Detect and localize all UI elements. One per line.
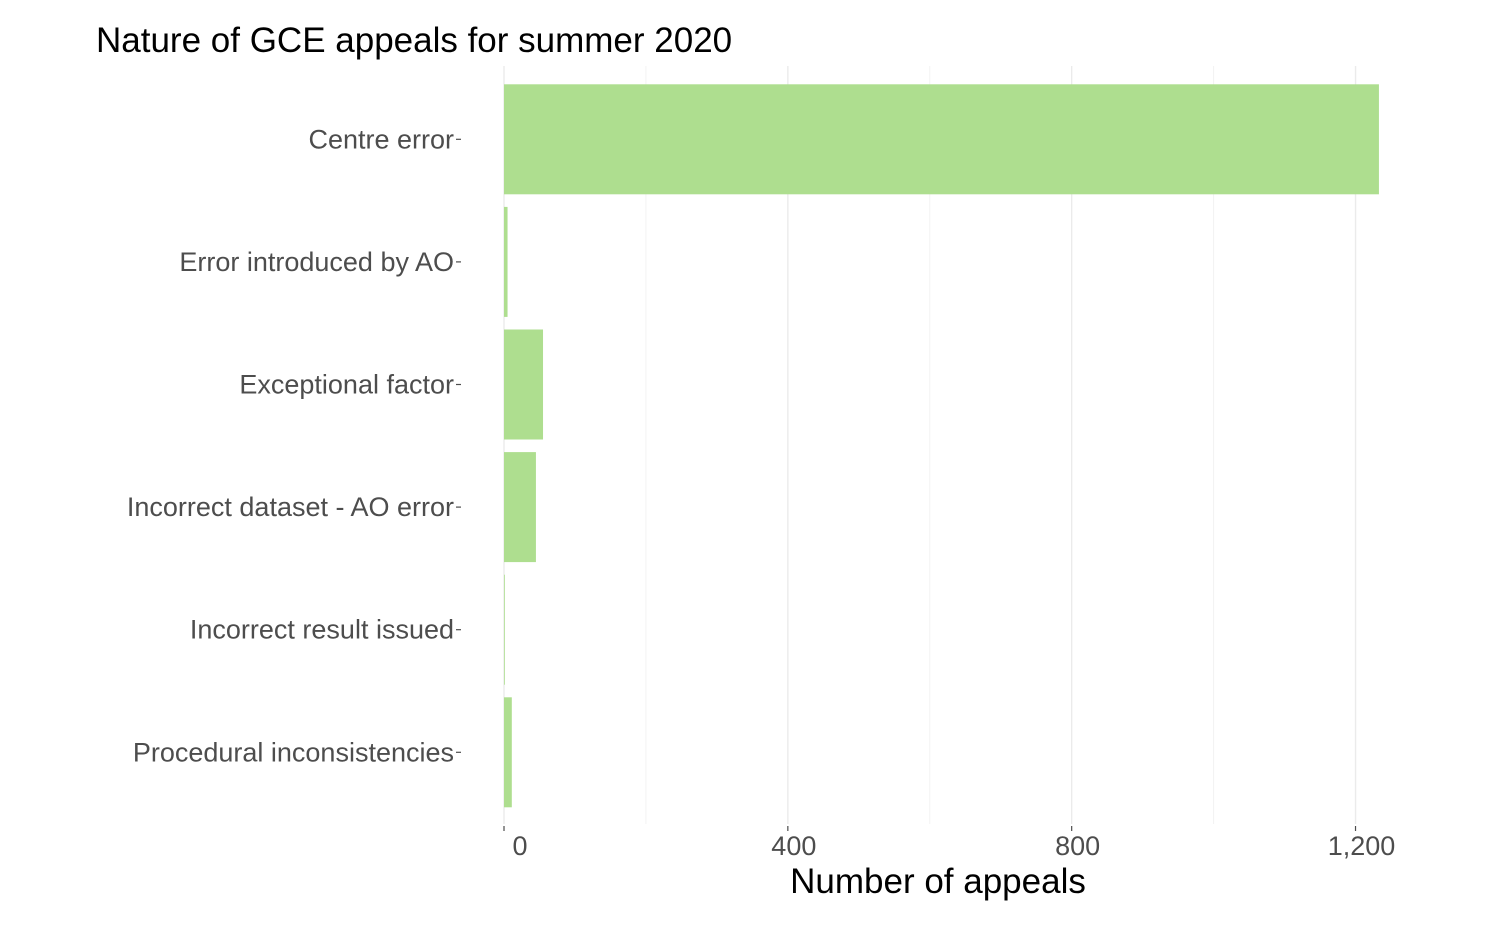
chart-title: Nature of GCE appeals for summer 2020	[96, 21, 732, 60]
bar	[504, 206, 508, 317]
x-tick-label: 0	[512, 831, 527, 861]
x-tick-label: 800	[1055, 831, 1100, 861]
x-tick-label: 1,200	[1328, 831, 1396, 861]
bars	[504, 84, 1379, 808]
bar	[504, 697, 512, 808]
x-axis-ticks: 0 400 800 1,200	[503, 826, 1396, 861]
bar	[504, 84, 1379, 195]
bar	[504, 329, 544, 440]
y-axis-labels: Centre error Error introduced by AO Except…	[127, 124, 461, 767]
x-axis-title: Number of appeals	[790, 862, 1086, 901]
y-tick-label: Procedural inconsistencies	[133, 737, 454, 767]
y-tick-label: Centre error	[308, 124, 454, 154]
y-tick-label: Exceptional factor	[239, 370, 454, 400]
bar	[504, 574, 505, 685]
bar	[504, 452, 536, 563]
x-tick-label: 400	[771, 831, 816, 861]
y-tick-label: Incorrect dataset - AO error	[127, 492, 454, 522]
y-tick-label: Error introduced by AO	[179, 247, 454, 277]
y-tick-label: Incorrect result issued	[190, 615, 454, 645]
